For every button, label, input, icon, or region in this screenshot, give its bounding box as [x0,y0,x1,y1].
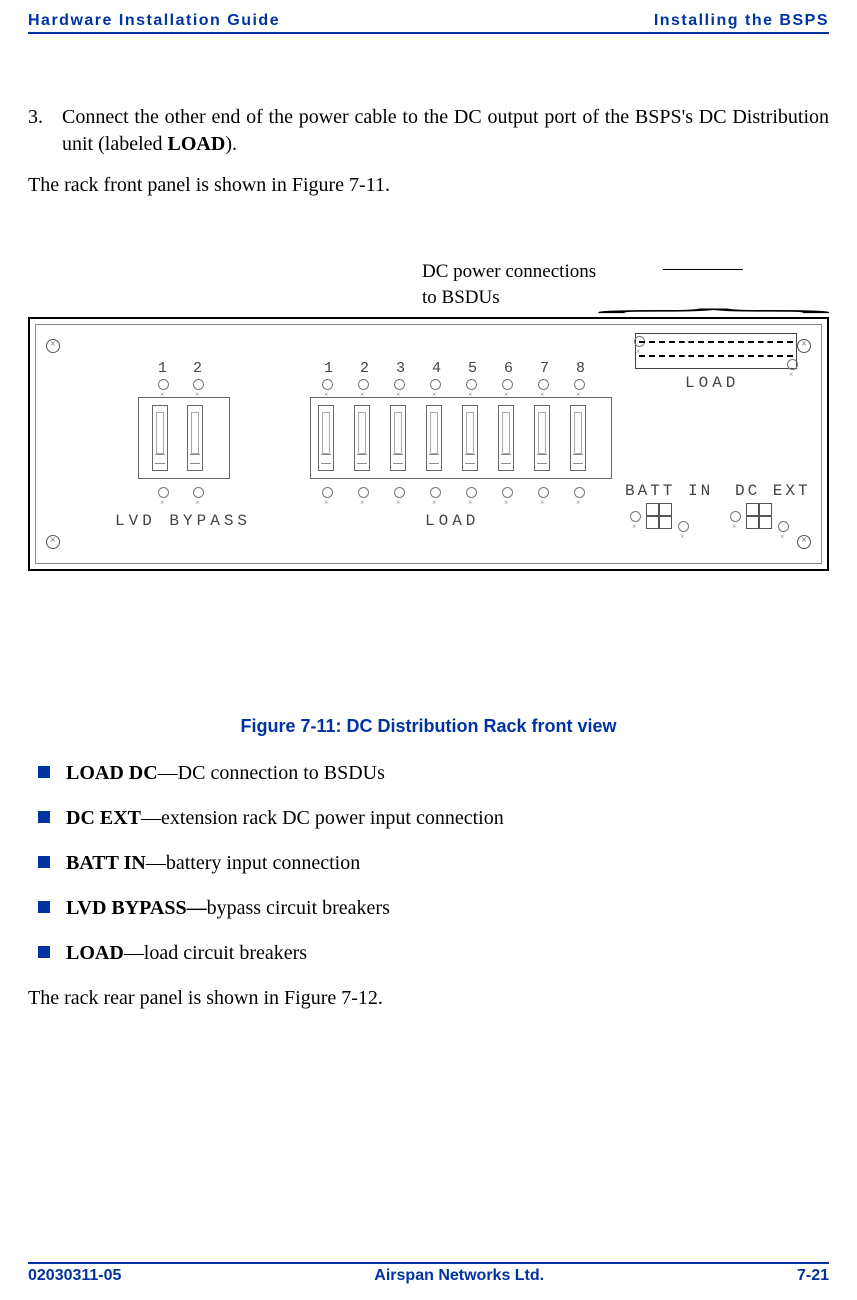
breaker-icon [570,405,586,471]
load-num: 4 [432,359,441,379]
load-num: 2 [360,359,369,379]
lvd-num-2: 2 [193,359,202,379]
brace-icon: ⏞ [594,307,834,334]
definition-term: LVD BYPASS— [66,897,207,919]
screw-icon [787,359,798,370]
screw-icon [193,379,204,390]
breaker-icon [390,405,406,471]
screw-icon [322,487,333,498]
definition-item: LOAD DC—DC connection to BSDUs [36,760,829,787]
screw-icon [466,487,477,498]
screw-icon [193,487,204,498]
figure-caption: Figure 7-11: DC Distribution Rack front … [28,714,829,738]
definition-term: LOAD DC [66,762,158,784]
page: Hardware Installation Guide Installing t… [0,0,857,1300]
breaker-icon [354,405,370,471]
definition-item: LVD BYPASS—bypass circuit breakers [36,895,829,922]
footer-right: 7-21 [797,1267,829,1285]
breaker-icon [462,405,478,471]
screw-icon [574,379,585,390]
screw-icon [358,379,369,390]
lvd-num-1: 1 [158,359,167,379]
definition-term: LOAD [66,942,124,964]
page-footer: 02030311-05 Airspan Networks Ltd. 7-21 [28,1262,829,1285]
load-breakers-label: LOAD [425,511,479,533]
screw-icon [158,487,169,498]
definition-term: DC EXT [66,807,141,829]
definition-item: DC EXT—extension rack DC power input con… [36,805,829,832]
intro-paragraph: The rack front panel is shown in Figure … [28,172,829,199]
load-num: 8 [576,359,585,379]
screw-icon [46,339,60,353]
dc-distribution-panel: 1 2 LVD BYPASS LOAD [28,317,829,571]
screw-icon [502,487,513,498]
header-left: Hardware Installation Guide [28,12,280,30]
breaker-icon [498,405,514,471]
dc-ext-label: DC EXT [735,481,811,503]
step-text-after: ). [225,133,237,155]
screw-icon [797,339,811,353]
screw-icon [538,487,549,498]
load-num: 1 [324,359,333,379]
dc-ext-terminal [746,503,772,529]
screw-icon [466,379,477,390]
footer-left: 02030311-05 [28,1267,121,1285]
breaker-icon [318,405,334,471]
screw-icon [797,535,811,549]
screw-icon [322,379,333,390]
breaker-icon [187,405,203,471]
step-item: 3. Connect the other end of the power ca… [28,104,829,158]
screw-icon [574,487,585,498]
screw-icon [538,379,549,390]
header-right: Installing the BSPS [654,12,829,30]
definition-item: BATT IN—battery input connection [36,850,829,877]
load-num: 5 [468,359,477,379]
screw-icon [730,511,741,522]
screw-icon [430,379,441,390]
load-num: 3 [396,359,405,379]
footer-center: Airspan Networks Ltd. [374,1267,544,1285]
definition-item: LOAD—load circuit breakers [36,940,829,967]
body-content: 3. Connect the other end of the power ca… [28,104,829,1012]
callout-line1: DC power connections [422,261,596,282]
step-text-bold: LOAD [168,133,226,155]
breaker-icon [152,405,168,471]
screw-icon [46,535,60,549]
batt-in-label: BATT IN [625,481,713,503]
lvd-bypass-label: LVD BYPASS [115,511,251,533]
load-num: 7 [540,359,549,379]
screw-icon [394,487,405,498]
screw-icon [158,379,169,390]
callout-leader-line [663,269,743,270]
load-num: 6 [504,359,513,379]
breaker-icon [426,405,442,471]
screw-icon [394,379,405,390]
callout-text: DC power connections to BSDUs [422,259,596,310]
breaker-icon [534,405,550,471]
load-connector-block [635,333,797,369]
screw-icon [502,379,513,390]
figure-7-11: DC power connections to BSDUs 1 2 [28,259,829,659]
batt-in-terminal [646,503,672,529]
callout-line2: to BSDUs [422,287,500,308]
definition-term: BATT IN [66,852,146,874]
page-header: Hardware Installation Guide Installing t… [28,12,829,34]
outro-paragraph: The rack rear panel is shown in Figure 7… [28,985,829,1012]
screw-icon [358,487,369,498]
screw-icon [678,521,689,532]
step-text: Connect the other end of the power cable… [62,104,829,158]
load-connector-label: LOAD [685,373,739,395]
step-number: 3. [28,104,62,158]
screw-icon [430,487,441,498]
definitions-list: LOAD DC—DC connection to BSDUs DC EXT—ext… [36,760,829,967]
screw-icon [630,511,641,522]
screw-icon [778,521,789,532]
